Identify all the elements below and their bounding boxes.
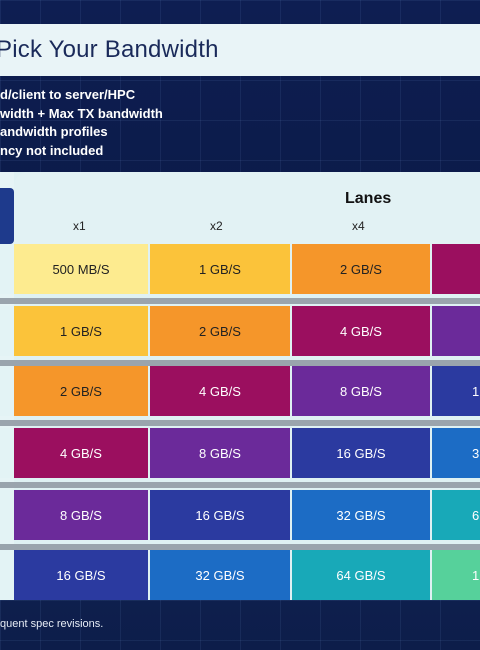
table-cell [432,244,480,294]
table-cell: 1 GB/S [150,244,290,294]
lanes-heading: Lanes [345,190,392,207]
row-header-cell [0,550,14,600]
cell-value: 1 GB/S [60,323,102,339]
cell-value: 32 GB/S [336,507,386,523]
cell-value: 8 GB/S [340,383,382,399]
bullet-item: width + Max TX bandwidth [0,105,163,121]
cell-value: 1 [472,383,480,399]
cell-value: 4 GB/S [60,445,102,461]
cell-value: 2 GB/S [340,261,382,277]
table-cell: 4 GB/S [292,306,430,356]
column-header-x4: x4 [352,219,365,233]
cell-value: 1 [472,567,480,583]
row-divider [0,544,480,550]
table-cell: 32 GB/S [292,490,430,540]
row-header-cell [0,366,14,416]
cell-value: 32 GB/S [195,567,245,583]
table-cell: 64 GB/S [292,550,430,600]
table-cell [432,306,480,356]
row-header-cell [0,244,14,294]
table-cell: 1 GB/S [14,306,148,356]
cell-value: 3 [472,445,480,461]
cell-value: 8 GB/S [199,445,241,461]
cell-value: 8 GB/S [60,507,102,523]
cell-value: 64 GB/S [336,567,386,583]
table-cell: 8 GB/S [14,490,148,540]
row-divider [0,420,480,426]
table-cell: 32 GB/S [150,550,290,600]
table-cell: 16 GB/S [292,428,430,478]
cell-value: 1 GB/S [199,261,241,277]
table-cell: 2 GB/S [150,306,290,356]
cell-value: 4 GB/S [340,323,382,339]
bullet-item: andwidth profiles [0,124,108,139]
bullet-list: d/client to server/HPC width + Max TX ba… [0,86,480,160]
cell-value: 500 MB/S [52,261,110,277]
table-header [14,172,480,244]
table-cell: 2 GB/S [14,366,148,416]
page-title: Pick Your Bandwidth [0,36,219,63]
cell-value: 16 GB/S [336,445,386,461]
cell-value: 2 GB/S [199,323,241,339]
row-divider [0,298,480,304]
table-cell: 3 [432,428,480,478]
table-cell: 16 GB/S [150,490,290,540]
table-cell: 1 [432,550,480,600]
table-cell: 6 [432,490,480,540]
title-bar: Pick Your Bandwidth [0,24,480,76]
table-cell: 8 GB/S [292,366,430,416]
row-divider [0,482,480,488]
column-header-x2: x2 [210,219,223,233]
cell-value: 6 [472,507,480,523]
row-divider [0,360,480,366]
table-cell: 8 GB/S [150,428,290,478]
row-header-cell [0,490,14,540]
cell-value: 16 GB/S [195,507,245,523]
column-header-x1: x1 [73,219,86,233]
table-cell: 16 GB/S [14,550,148,600]
cell-value: 16 GB/S [56,567,106,583]
table-cell: 2 GB/S [292,244,430,294]
table-cell: 4 GB/S [14,428,148,478]
row-header-cell [0,428,14,478]
table-cell: 1 [432,366,480,416]
row-header-cell [0,306,14,356]
cell-value: 4 GB/S [199,383,241,399]
bullet-item: d/client to server/HPC [0,87,136,102]
bullet-item: ncy not included [0,142,104,158]
footnote: quent spec revisions. [0,618,104,630]
cell-value: 2 GB/S [60,383,102,399]
table-cell: 4 GB/S [150,366,290,416]
table-cell: 500 MB/S [14,244,148,294]
corner-header-cell [0,188,14,244]
